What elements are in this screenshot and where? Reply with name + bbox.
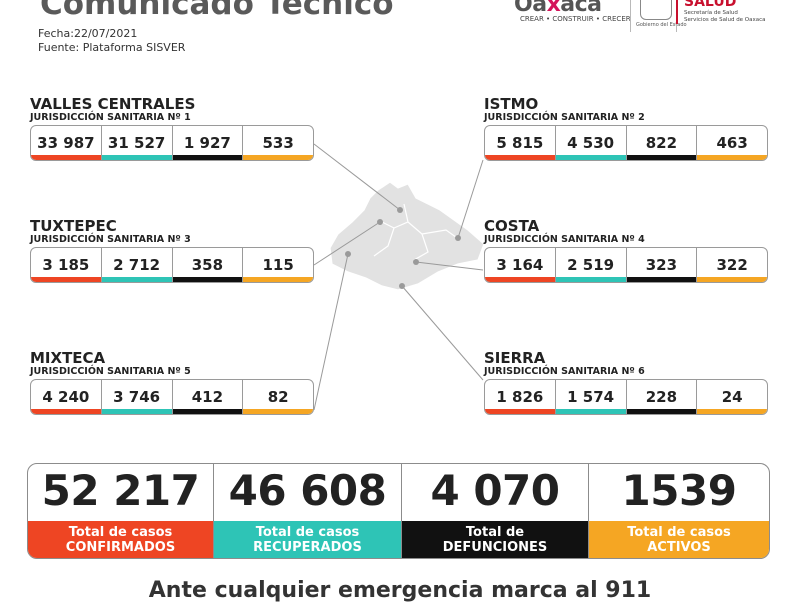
region-name: COSTA xyxy=(484,217,540,235)
total-label: Total de casos ACTIVOS xyxy=(589,521,769,558)
region-stats: 4 240 3 746 412 82 xyxy=(30,379,314,415)
stat-activos: 533 xyxy=(243,126,313,160)
region-stats: 3 164 2 519 323 322 xyxy=(484,247,768,283)
stat-defunciones: 412 xyxy=(172,380,244,414)
salud-logo: SALUD Secretaría de Salud Servicios de S… xyxy=(676,0,766,24)
region-valles-centrales: VALLES CENTRALES JURISDICCIÓN SANITARIA … xyxy=(30,96,314,161)
total-label: Total de casos CONFIRMADOS xyxy=(28,521,213,558)
total-confirmados: 52 217 Total de casos CONFIRMADOS xyxy=(28,464,214,558)
stat-recuperados: 1 574 xyxy=(555,380,627,414)
jurisdiction-label: JURISDICCIÓN SANITARIA Nº 5 xyxy=(30,366,191,377)
emergency-footer: Ante cualquier emergencia marca al 911 xyxy=(148,578,652,603)
stat-defunciones: 323 xyxy=(626,248,698,282)
jurisdiction-label: JURISDICCIÓN SANITARIA Nº 1 xyxy=(30,112,191,123)
jurisdiction-label: JURISDICCIÓN SANITARIA Nº 6 xyxy=(484,366,645,377)
data-source: Fuente: Plataforma SISVER xyxy=(38,41,186,54)
stat-activos: 115 xyxy=(243,248,313,282)
state-outline xyxy=(329,181,485,291)
region-name: TUXTEPEC xyxy=(30,217,117,235)
stat-confirmados: 4 240 xyxy=(31,380,102,414)
stat-confirmados: 3 164 xyxy=(485,248,556,282)
stat-recuperados: 3 746 xyxy=(101,380,173,414)
stat-defunciones: 822 xyxy=(626,126,698,160)
report-date: Fecha:22/07/2021 xyxy=(38,27,138,40)
stat-defunciones: 358 xyxy=(172,248,244,282)
jurisdiction-label: JURISDICCIÓN SANITARIA Nº 2 xyxy=(484,112,645,123)
region-istmo: ISTMO JURISDICCIÓN SANITARIA Nº 2 5 815 … xyxy=(484,96,768,161)
state-seal-icon xyxy=(640,0,672,20)
region-costa: COSTA JURISDICCIÓN SANITARIA Nº 4 3 164 … xyxy=(484,218,768,283)
region-border xyxy=(373,203,461,261)
region-name: MIXTECA xyxy=(30,349,106,367)
region-stats: 33 987 31 527 1 927 533 xyxy=(30,125,314,161)
stat-recuperados: 4 530 xyxy=(555,126,627,160)
stat-confirmados: 33 987 xyxy=(31,126,102,160)
oaxaca-logo: Oaxaca CREAR • CONSTRUIR • CRECER xyxy=(514,0,631,23)
stat-recuperados: 31 527 xyxy=(101,126,173,160)
total-value: 4 070 xyxy=(430,466,560,515)
total-value: 46 608 xyxy=(228,466,387,515)
stat-confirmados: 5 815 xyxy=(485,126,556,160)
stat-defunciones: 228 xyxy=(626,380,698,414)
stat-recuperados: 2 519 xyxy=(555,248,627,282)
page-title: Comunicado Técnico xyxy=(40,0,394,22)
region-tuxtepec: TUXTEPEC JURISDICCIÓN SANITARIA Nº 3 3 1… xyxy=(30,218,314,283)
region-stats: 3 185 2 712 358 115 xyxy=(30,247,314,283)
jurisdiction-label: JURISDICCIÓN SANITARIA Nº 3 xyxy=(30,234,191,245)
stat-defunciones: 1 927 xyxy=(172,126,244,160)
oaxaca-map xyxy=(329,181,485,291)
total-activos: 1539 Total de casos ACTIVOS xyxy=(589,464,769,558)
stat-activos: 463 xyxy=(697,126,767,160)
total-label: Total de casos RECUPERADOS xyxy=(214,521,401,558)
gobierno-caption: Gobierno del Estado xyxy=(636,22,687,28)
stat-recuperados: 2 712 xyxy=(101,248,173,282)
region-stats: 5 815 4 530 822 463 xyxy=(484,125,768,161)
totals-panel: 52 217 Total de casos CONFIRMADOS 46 608 … xyxy=(27,463,770,559)
oaxaca-tagline: CREAR • CONSTRUIR • CRECER xyxy=(520,15,631,23)
region-name: ISTMO xyxy=(484,95,539,113)
stat-activos: 322 xyxy=(697,248,767,282)
region-name: VALLES CENTRALES xyxy=(30,95,196,113)
region-sierra: SIERRA JURISDICCIÓN SANITARIA Nº 6 1 826… xyxy=(484,350,768,415)
stat-confirmados: 1 826 xyxy=(485,380,556,414)
jurisdiction-label: JURISDICCIÓN SANITARIA Nº 4 xyxy=(484,234,645,245)
total-recuperados: 46 608 Total de casos RECUPERADOS xyxy=(214,464,402,558)
total-value: 52 217 xyxy=(41,466,200,515)
stat-activos: 82 xyxy=(243,380,313,414)
stat-confirmados: 3 185 xyxy=(31,248,102,282)
total-defunciones: 4 070 Total de DEFUNCIONES xyxy=(402,464,589,558)
region-name: SIERRA xyxy=(484,349,546,367)
region-stats: 1 826 1 574 228 24 xyxy=(484,379,768,415)
total-value: 1539 xyxy=(621,466,737,515)
total-label: Total de DEFUNCIONES xyxy=(402,521,588,558)
logo-divider xyxy=(630,0,631,32)
stat-activos: 24 xyxy=(697,380,767,414)
region-mixteca: MIXTECA JURISDICCIÓN SANITARIA Nº 5 4 24… xyxy=(30,350,314,415)
